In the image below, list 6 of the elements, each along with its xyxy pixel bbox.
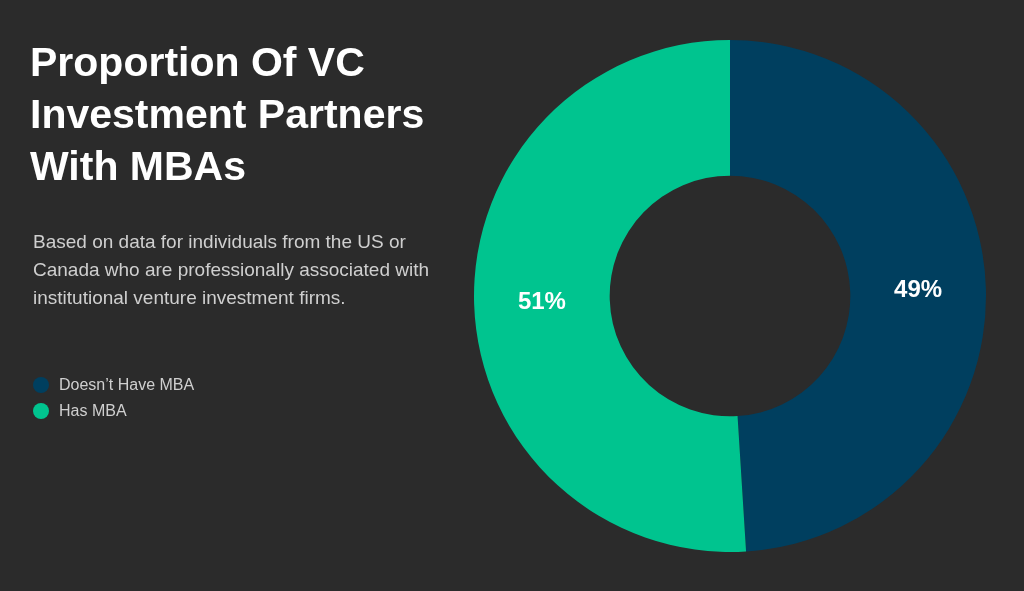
data-label: 49%	[894, 274, 943, 302]
legend-label: Doesn’t Have MBA	[59, 376, 195, 394]
text: Based on data for individuals from the US or Canada who are professionally associated with institutional venture investment firms.	[33, 230, 431, 310]
data-label: 51%	[517, 286, 566, 314]
legend-label: Has MBA	[59, 402, 127, 420]
text: Proportion Of VC Investment Partners With MBAs	[30, 38, 426, 191]
